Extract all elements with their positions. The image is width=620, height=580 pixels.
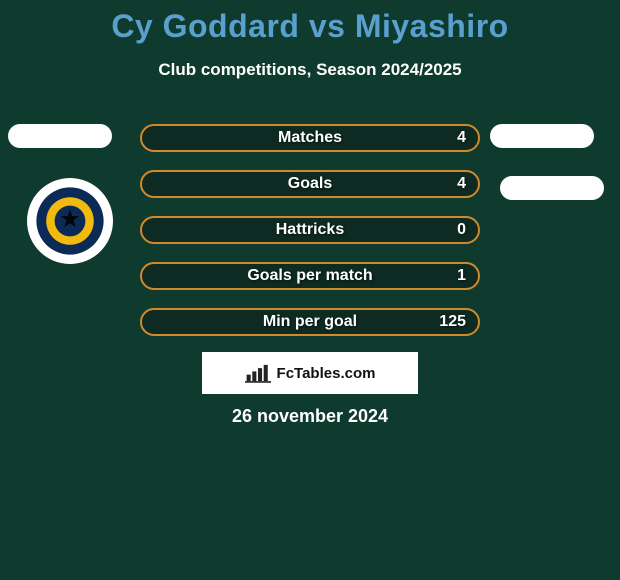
stat-label: Matches [278,129,342,147]
stat-label: Goals per match [247,267,372,285]
stat-bar-matches: Matches 4 [140,124,480,152]
stat-value: 125 [439,313,466,331]
stat-value: 4 [457,175,466,193]
player-pill-right-top [490,124,594,148]
brand-text: FcTables.com [277,365,376,382]
player-pill-left [8,124,112,148]
stat-label: Min per goal [263,313,357,331]
stat-bar-goals-per-match: Goals per match 1 [140,262,480,290]
stat-value: 4 [457,129,466,147]
stat-value: 0 [457,221,466,239]
player-pill-right-bottom [500,176,604,200]
stat-label: Hattricks [276,221,344,239]
stat-bar-min-per-goal: Min per goal 125 [140,308,480,336]
stat-bar-hattricks: Hattricks 0 [140,216,480,244]
club-badge-icon [35,186,105,256]
page-subtitle: Club competitions, Season 2024/2025 [0,60,620,80]
stat-value: 1 [457,267,466,285]
bar-chart-icon [245,363,271,383]
club-badge [27,178,113,264]
stat-bar-goals: Goals 4 [140,170,480,198]
brand-box: FcTables.com [202,352,418,394]
stage: Cy Goddard vs Miyashiro Club competition… [0,0,620,580]
date-text: 26 november 2024 [0,406,620,427]
page-title: Cy Goddard vs Miyashiro [0,8,620,45]
stat-label: Goals [288,175,332,193]
